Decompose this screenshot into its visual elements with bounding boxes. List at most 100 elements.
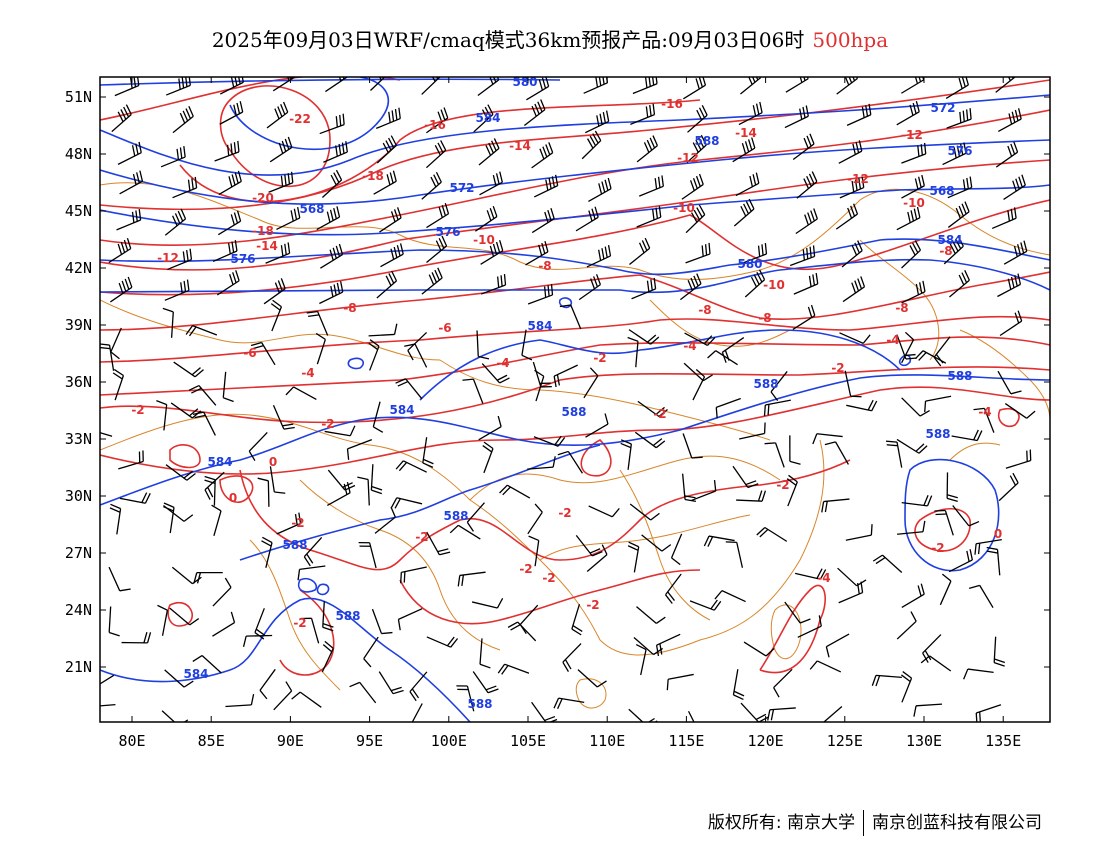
wind-barb	[534, 369, 545, 402]
contour-label: 588	[467, 697, 492, 711]
wind-barb	[116, 209, 142, 231]
wind-barb	[896, 101, 920, 126]
wind-barb	[321, 640, 334, 673]
contour-label: -2	[321, 417, 334, 431]
contour-label: 588	[282, 538, 307, 552]
lon-tick-label: 105E	[510, 732, 546, 750]
wind-barb	[409, 671, 428, 702]
wind-barb	[473, 104, 494, 133]
wind-barb	[211, 504, 222, 537]
wind-barb	[793, 272, 819, 295]
wind-barb	[375, 107, 401, 130]
wind-barb	[481, 363, 510, 384]
wind-barb	[991, 207, 1017, 230]
wind-barb	[527, 503, 543, 535]
wind-barb	[163, 502, 175, 534]
wind-barb	[896, 334, 917, 360]
wind-barb	[380, 243, 404, 268]
contour-label: 584	[389, 403, 414, 417]
wind-barb	[685, 204, 706, 234]
wind-barb	[324, 425, 356, 437]
contour-label: 588	[947, 369, 972, 383]
wind-barb	[426, 203, 450, 229]
wind-barb	[741, 242, 768, 264]
wind-barb	[687, 710, 695, 722]
wind-barb	[346, 438, 373, 460]
wind-barb	[973, 407, 995, 433]
wind-barb	[743, 641, 775, 657]
contour-label: -14	[256, 239, 278, 253]
wind-barb	[557, 450, 583, 474]
height-contours	[100, 77, 1050, 722]
wind-barb	[707, 350, 738, 366]
wind-barb	[577, 669, 607, 688]
wind-barb	[901, 174, 925, 199]
wind-barb	[588, 505, 620, 518]
wind-barb	[586, 244, 612, 268]
wind-barb	[371, 608, 393, 635]
wind-barb	[655, 633, 681, 657]
wind-barb	[242, 634, 273, 647]
wind-barb	[812, 433, 843, 445]
wind-barb	[844, 370, 862, 398]
wind-barb	[109, 503, 122, 535]
wind-barb	[327, 469, 356, 491]
temperature-contour	[580, 439, 612, 477]
wind-barb	[285, 386, 317, 401]
wind-barb	[100, 704, 116, 707]
contour-label: -4	[683, 339, 696, 353]
wind-barb	[521, 329, 533, 361]
wind-barb	[297, 565, 326, 581]
temperature-contour	[219, 475, 254, 503]
wind-barb	[349, 681, 377, 704]
wind-barb	[161, 710, 191, 722]
wind-barb	[736, 490, 767, 502]
contour-label: -4	[301, 366, 314, 380]
temperature-contour	[399, 569, 701, 625]
wind-barb	[824, 441, 849, 465]
wind-barb	[839, 176, 865, 199]
wind-barb	[462, 378, 484, 404]
lat-tick-label: 39N	[65, 316, 92, 334]
wind-barb	[466, 502, 485, 532]
wind-barb	[636, 135, 658, 163]
wind-barb	[327, 481, 351, 506]
wind-barb	[839, 332, 871, 344]
copyright-separator	[863, 810, 864, 836]
contour-label: 0	[269, 455, 277, 469]
wind-barb	[995, 77, 1017, 93]
wind-barb	[376, 270, 398, 299]
wind-barb	[901, 494, 933, 507]
wind-barb	[157, 604, 169, 636]
wind-barb	[479, 171, 503, 196]
contour-label: -8	[538, 259, 551, 273]
lon-tick-label: 85E	[198, 732, 225, 750]
lat-tick-label: 36N	[65, 373, 92, 391]
border-line	[100, 413, 825, 656]
wind-barb	[901, 77, 925, 94]
contour-label: 580	[512, 75, 537, 89]
contour-label: 588	[925, 427, 950, 441]
contour-label: -8	[758, 311, 771, 325]
wind-barb	[527, 283, 554, 305]
wind-barb	[585, 413, 609, 438]
wind-barb	[523, 99, 546, 127]
wind-barb	[785, 77, 809, 93]
border-line	[770, 604, 802, 660]
wind-barb	[374, 506, 396, 534]
contour-label: -12	[901, 128, 923, 142]
wind-barb	[897, 520, 926, 535]
wind-barb	[733, 198, 755, 227]
wind-barb	[995, 141, 1019, 168]
wind-barb	[320, 243, 344, 269]
wind-barb	[319, 113, 345, 135]
wind-barb	[998, 472, 1019, 502]
wind-barb	[164, 669, 194, 688]
wind-barb	[212, 577, 232, 607]
height-contour	[229, 77, 389, 151]
lon-tick-label: 110E	[589, 732, 625, 750]
contour-label: -16	[424, 118, 446, 132]
title-level: 500hpa	[812, 28, 889, 52]
wind-barb	[449, 524, 481, 540]
wind-barb	[219, 77, 245, 95]
